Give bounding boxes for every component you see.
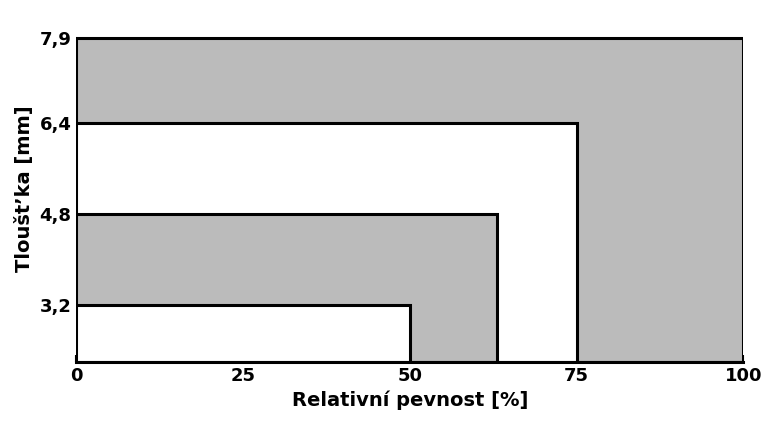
Bar (76, 214, 497, 362)
X-axis label: Relativní pevnost [%]: Relativní pevnost [%] (291, 391, 528, 410)
Bar (76, 123, 577, 362)
Y-axis label: Tloušt’ka [mm]: Tloušt’ka [mm] (15, 105, 34, 272)
Bar (76, 305, 409, 362)
